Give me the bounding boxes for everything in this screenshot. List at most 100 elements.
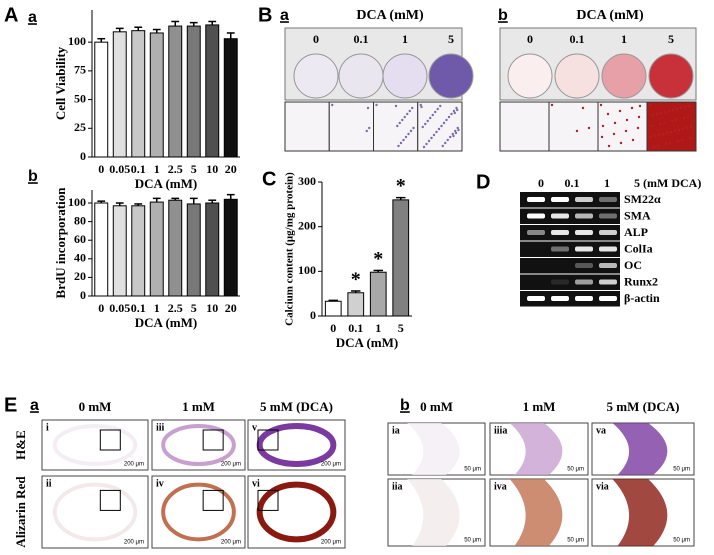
bar — [392, 199, 410, 317]
x-tick-label: 10 — [206, 162, 218, 176]
significance-mark: * — [351, 269, 361, 291]
y-tick-label: 100 — [68, 195, 86, 209]
zoom-box — [257, 489, 279, 511]
column-label: 5 mM (DCA) — [260, 399, 333, 414]
bar — [186, 25, 201, 158]
gel-band — [575, 197, 593, 202]
stain-spot — [439, 104, 442, 108]
stain-spot — [432, 133, 436, 137]
dose-label: 0.1 — [570, 32, 585, 46]
bar — [205, 24, 220, 158]
scale-label: 200 μm — [321, 540, 341, 546]
bar — [112, 205, 127, 297]
stain-spot — [430, 136, 433, 140]
scale-label: 50 μm — [567, 467, 584, 473]
x-tick-label: 0.05 — [109, 162, 130, 176]
gel-band — [551, 279, 569, 285]
y-tick-label: 0 — [310, 308, 316, 322]
stain-spot — [668, 141, 672, 145]
gel-band — [575, 230, 593, 235]
image-label: i — [46, 422, 49, 433]
gel-band — [527, 296, 545, 301]
stain-spot — [656, 144, 660, 148]
image-label: iii — [156, 422, 165, 433]
bar — [369, 271, 387, 317]
gel-band — [527, 230, 545, 235]
y-tick-label: 100 — [298, 263, 316, 277]
stain-spot — [429, 116, 432, 120]
stain-spot — [394, 104, 398, 108]
lane-label: 5 (mM DCA) — [634, 176, 701, 190]
bar — [168, 25, 183, 158]
gene-label: ALP — [624, 225, 648, 239]
stain-spot — [607, 144, 611, 148]
panel-title: DCA (mM) — [576, 8, 644, 23]
dose-label: 5 — [668, 32, 674, 46]
bar — [94, 41, 109, 158]
tissue-layer — [509, 423, 563, 475]
stain-spot — [412, 126, 415, 130]
stain-spot — [421, 125, 424, 129]
stain-spot — [601, 124, 605, 128]
bar — [186, 203, 201, 297]
gel-band — [527, 197, 545, 202]
panel-letter: E — [4, 394, 17, 416]
zoom-box — [99, 489, 121, 511]
gel-strip — [520, 258, 620, 274]
lane-label: 0 — [538, 176, 544, 190]
bar — [131, 30, 146, 158]
gel-strip — [520, 225, 620, 241]
stain-spot — [625, 118, 629, 122]
stain-spot — [406, 112, 409, 116]
stain-spot — [420, 105, 423, 109]
bar — [131, 205, 146, 297]
dose-label: 0.1 — [354, 32, 369, 46]
x-tick-label: 0 — [98, 162, 104, 176]
stain-spot — [649, 135, 653, 139]
y-tick-label: 200 — [298, 218, 316, 232]
bar — [94, 202, 109, 297]
stain-spot — [686, 115, 690, 119]
bar — [149, 201, 164, 297]
vessel-ring — [52, 424, 138, 466]
gel-band — [599, 296, 617, 301]
image-label: iva — [494, 481, 507, 492]
stain-spot — [456, 108, 459, 112]
micrograph — [417, 101, 463, 152]
stain-spot — [399, 141, 403, 145]
dose-label: 0 — [313, 32, 319, 46]
gene-label: Runx2 — [624, 274, 658, 288]
stain-spot — [688, 136, 692, 140]
stain-spot — [683, 105, 687, 109]
plate-well — [293, 53, 339, 99]
x-tick-label: 1 — [154, 162, 160, 176]
stain-spot — [436, 107, 439, 111]
column-label: 1 mM — [523, 399, 556, 414]
plate-well — [601, 53, 647, 99]
panel-letter: A — [4, 4, 18, 26]
stain-spot — [682, 116, 686, 120]
bar — [223, 198, 238, 297]
bar — [347, 292, 365, 317]
stain-spot — [366, 106, 370, 110]
dose-label: 1 — [402, 32, 408, 46]
scale-label: 50 μm — [567, 538, 584, 544]
stain-spot — [409, 129, 413, 133]
gel-band — [599, 213, 617, 219]
x-tick-label: 2.5 — [168, 301, 183, 315]
plate-well — [554, 53, 600, 99]
panel-letter: a — [28, 9, 37, 26]
histology-image — [151, 475, 246, 549]
vessel-ring — [161, 424, 236, 466]
scale-label: 200 μm — [124, 540, 144, 546]
stain-spot — [426, 119, 429, 123]
x-tick-label: 5 — [398, 321, 404, 335]
gel-band — [575, 296, 593, 301]
histology-image — [41, 419, 149, 471]
stain-spot — [396, 124, 399, 128]
x-tick-label: 0.05 — [109, 301, 130, 315]
stain-spot — [550, 103, 554, 107]
stain-spot — [402, 138, 405, 142]
stain-spot — [398, 121, 401, 125]
